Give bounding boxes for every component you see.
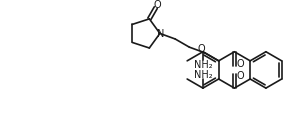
Text: O: O bbox=[236, 59, 244, 69]
Text: NH₂: NH₂ bbox=[194, 70, 212, 80]
Text: O: O bbox=[236, 71, 244, 81]
Text: O: O bbox=[154, 0, 162, 10]
Text: NH₂: NH₂ bbox=[194, 60, 212, 70]
Text: N: N bbox=[157, 29, 165, 39]
Text: O: O bbox=[198, 44, 206, 54]
